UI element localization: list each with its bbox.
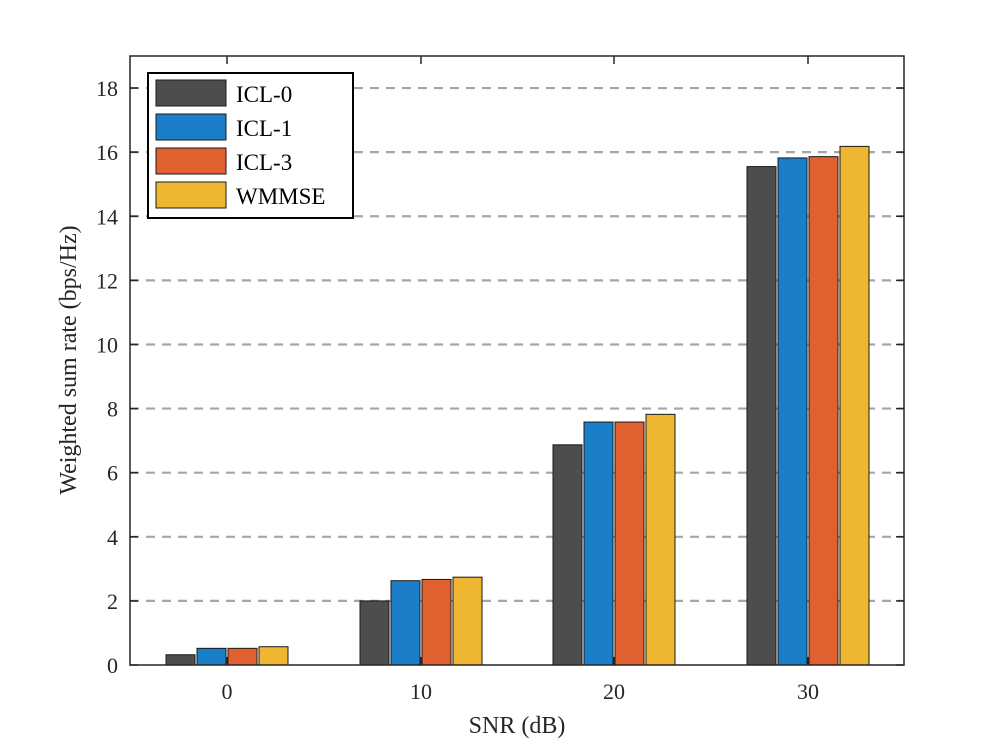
x-tick-label: 10 bbox=[410, 679, 432, 704]
bar-icl-0-snr-30 bbox=[746, 166, 777, 666]
legend-swatch-icl-0 bbox=[155, 79, 227, 107]
legend: ICL-0 ICL-1 ICL-3 WMMSE bbox=[147, 72, 354, 219]
bar-icl-0-snr-0 bbox=[165, 654, 196, 666]
y-tick-label: 4 bbox=[107, 525, 118, 550]
bar-wmmse-snr-0 bbox=[258, 646, 289, 666]
y-tick-label: 2 bbox=[107, 589, 118, 614]
legend-items: ICL-0 ICL-1 ICL-3 WMMSE bbox=[155, 79, 325, 209]
bar-icl-1-snr-20 bbox=[583, 421, 614, 666]
plot-frame bbox=[129, 55, 905, 666]
y-tick-label: 6 bbox=[107, 461, 118, 486]
bar-icl-1-snr-10 bbox=[390, 580, 421, 666]
bar-icl-1-snr-0 bbox=[196, 647, 227, 666]
bar-icl-3-snr-30 bbox=[808, 156, 839, 666]
legend-label-icl-1: ICL-1 bbox=[236, 116, 292, 141]
y-tick-label: 14 bbox=[96, 204, 118, 229]
legend-label-icl-3: ICL-3 bbox=[236, 150, 292, 175]
bar-icl-1-snr-30 bbox=[777, 157, 808, 666]
bar-icl-3-snr-0 bbox=[227, 647, 258, 666]
y-tick-label: 8 bbox=[107, 397, 118, 422]
bar-icl-3-snr-10 bbox=[421, 578, 452, 666]
y-tick-label: 10 bbox=[96, 332, 118, 357]
bar-wmmse-snr-10 bbox=[452, 576, 483, 666]
legend-swatch-icl-3 bbox=[155, 147, 227, 175]
bars bbox=[165, 145, 870, 666]
bar-wmmse-snr-20 bbox=[645, 413, 676, 666]
y-tick-label: 16 bbox=[96, 140, 118, 165]
x-tick-label: 20 bbox=[603, 679, 625, 704]
legend-label-icl-0: ICL-0 bbox=[236, 82, 292, 107]
bar-icl-0-snr-20 bbox=[552, 444, 583, 666]
x-tick-label: 30 bbox=[797, 679, 819, 704]
y-tick-label: 18 bbox=[96, 76, 118, 101]
bar-icl-0-snr-10 bbox=[359, 600, 390, 666]
x-axis-label: SNR (dB) bbox=[469, 713, 566, 739]
y-tick-label: 12 bbox=[96, 268, 118, 293]
x-tick-label: 0 bbox=[222, 679, 233, 704]
legend-swatch-wmmse bbox=[155, 181, 227, 209]
legend-swatch-icl-1 bbox=[155, 113, 227, 141]
y-axis-label: Weighted sum rate (bps/Hz) bbox=[56, 225, 82, 494]
y-tick-label: 0 bbox=[107, 653, 118, 678]
bar-icl-3-snr-20 bbox=[614, 421, 645, 666]
legend-label-wmmse: WMMSE bbox=[236, 184, 325, 209]
bar-wmmse-snr-30 bbox=[839, 145, 870, 666]
axis-ticks: 0 2 4 6 8 10 12 14 16 18 0 10 20 30 bbox=[96, 56, 904, 704]
